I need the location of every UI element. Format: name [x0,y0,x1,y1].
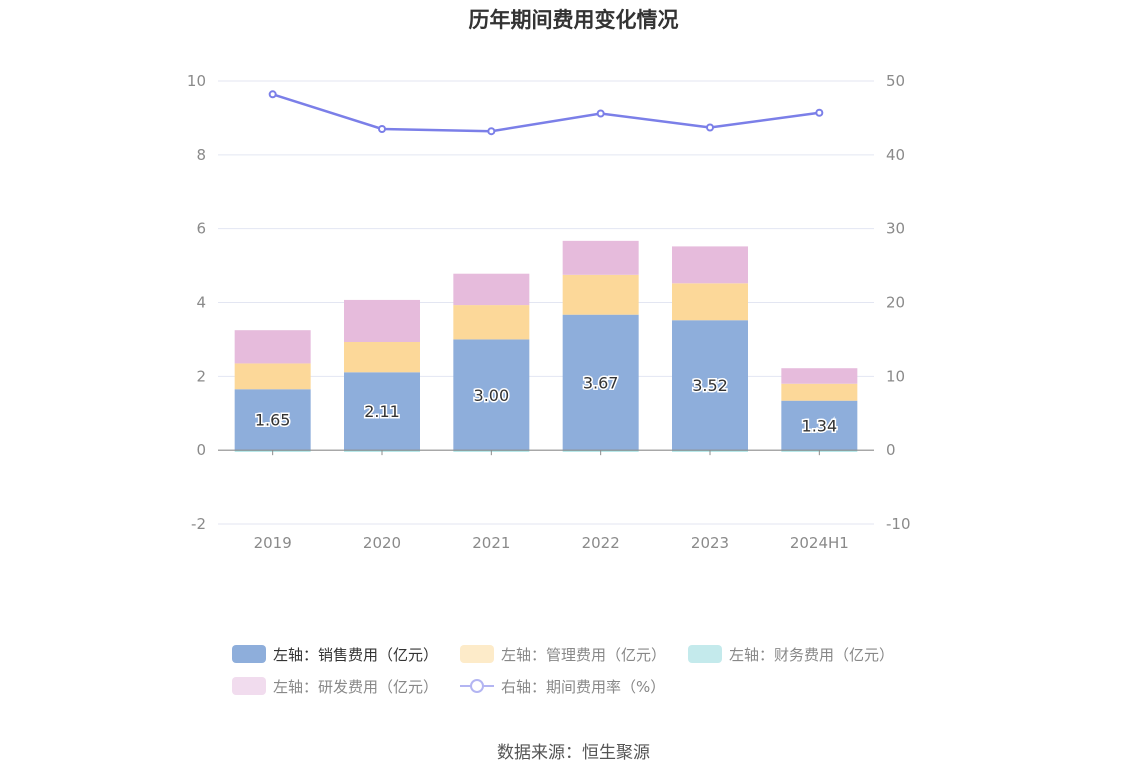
x-axis-tick-label: 2020 [363,534,401,552]
expense-rate-point [378,124,386,133]
bar-sales [672,320,748,451]
x-axis-tick-label: 2021 [472,534,510,552]
grid-layer [218,80,874,525]
bar-rnd [781,368,858,384]
bar-rnd [234,330,311,364]
legend-swatch-sales [232,645,266,663]
x-axis-tick-label: 2023 [691,534,729,552]
left-axis-tick-label: 8 [196,146,206,164]
legend-line-circle-icon [460,679,495,693]
bar-sales [453,339,530,451]
axis-layer: -2 0 2 4 6 8 10 -10 0 10 20 30 40 50 2019 2020 2021 2022 2… [187,72,911,552]
bar-layer [234,240,858,452]
x-axis-tick-label: 2019 [254,534,292,552]
bar-sales [781,400,858,451]
bar-sales [234,389,311,451]
bar-rnd [562,240,639,275]
bar-value-label: 3.52 [692,376,728,395]
left-axis-tick-label: 10 [187,72,206,90]
line-layer [268,90,824,136]
right-axis-tick-label: 10 [886,367,905,385]
right-axis-tick-label: 50 [886,72,905,90]
bar-value-label: 3.00 [474,386,510,405]
legend-item-expense-rate[interactable]: 右轴：期间费用率（%） [460,676,665,697]
bar-rnd [344,299,420,343]
left-axis-tick-label: -2 [191,515,206,533]
right-axis-tick-label: 40 [886,146,905,164]
bar-rnd [453,273,530,306]
bar-rnd [672,246,748,284]
expense-rate-point [596,109,605,118]
left-axis-tick-label: 4 [196,294,206,312]
left-axis-tick-label: 2 [196,367,206,385]
x-axis-tick-label: 2024H1 [790,534,849,552]
expense-rate-point [487,127,496,136]
right-axis-tick-label: -10 [886,515,911,533]
bar-value-label: 1.34 [802,416,838,435]
label-layer: 1.65 2.11 3.00 3.67 3.52 1.34 [253,372,838,437]
legend-row-1: 左轴：销售费用（亿元） 左轴：管理费用（亿元） 左轴：财务费用（亿元） [232,638,932,670]
legend-item-sales[interactable]: 左轴：销售费用（亿元） [232,644,438,665]
bar-sales [344,372,420,451]
legend-swatch-rnd [232,677,266,695]
legend-swatch-admin [460,645,495,663]
right-axis-tick-label: 0 [886,441,896,459]
expense-rate-point [706,123,714,132]
legend-item-finance[interactable]: 左轴：财务费用（亿元） [688,644,894,665]
legend-label-rnd: 左轴：研发费用（亿元） [273,677,439,696]
right-axis-tick-label: 30 [886,220,905,238]
legend-item-admin[interactable]: 左轴：管理费用（亿元） [460,644,666,665]
bar-admin [344,342,420,373]
bar-admin [234,363,311,390]
expense-rate-point [268,90,277,99]
bar-value-label: 3.67 [583,373,619,392]
bar-value-label: 1.65 [255,411,291,430]
left-axis-tick-label: 6 [196,220,206,238]
left-axis-tick-label: 0 [196,441,206,459]
bar-admin [453,305,530,340]
legend-label-finance: 左轴：财务费用（亿元） [729,645,895,664]
legend-row-2: 左轴：研发费用（亿元） 右轴：期间费用率（%） [232,670,932,702]
bar-admin [562,274,639,315]
expense-rate-point [815,108,824,117]
right-axis-tick-label: 20 [886,294,905,312]
bar-admin [781,383,858,401]
legend-label-sales: 左轴：销售费用（亿元） [273,645,439,664]
legend-label-expense-rate: 右轴：期间费用率（%） [501,677,666,696]
expense-rate-line [272,93,820,133]
legend-label-admin: 左轴：管理费用（亿元） [501,645,667,664]
bar-sales [562,314,639,451]
legend: 左轴：销售费用（亿元） 左轴：管理费用（亿元） 左轴：财务费用（亿元） 左轴：研… [232,638,932,702]
legend-item-rnd[interactable]: 左轴：研发费用（亿元） [232,676,438,697]
bar-value-label: 2.11 [364,402,400,421]
chart-title: 历年期间费用变化情况 [468,8,679,32]
data-source: 数据来源：恒生聚源 [497,743,650,763]
x-axis-tick-label: 2022 [582,534,620,552]
bar-admin [672,283,748,321]
legend-swatch-finance [688,645,723,663]
